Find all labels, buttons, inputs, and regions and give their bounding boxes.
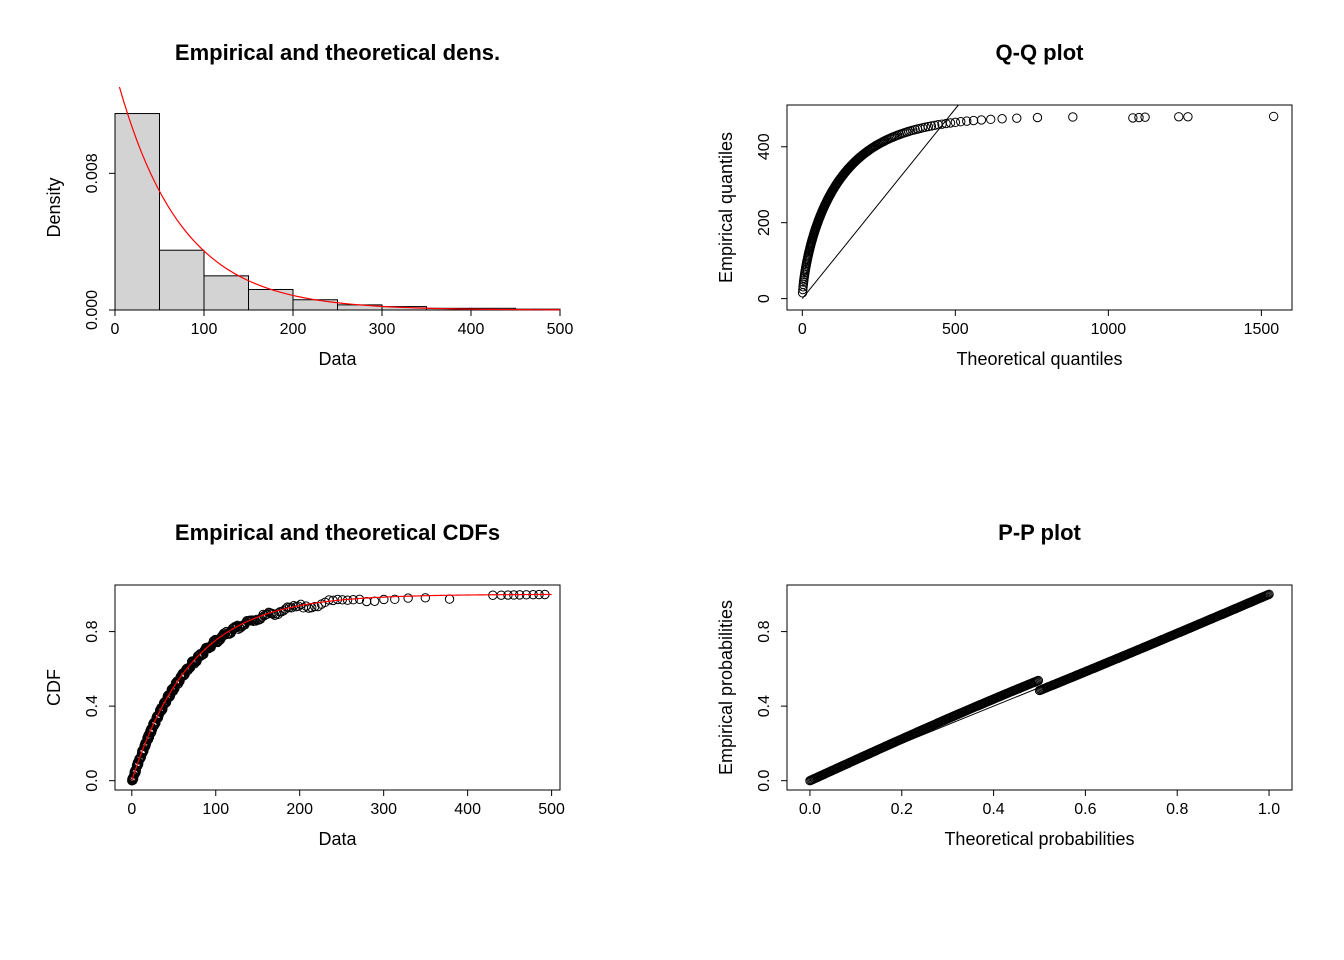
svg-text:0.4: 0.4 <box>756 695 773 717</box>
density-svg: 0 100 200 300 400 500 0.000 0.008 Data Density Emp… <box>0 0 672 480</box>
svg-text:0.4: 0.4 <box>84 695 101 717</box>
pp-panel: 0.0 0.2 0.4 0.6 0.8 1.0 0.0 0.4 0.8 Theoretical p… <box>672 480 1344 960</box>
svg-text:300: 300 <box>370 801 397 818</box>
svg-text:Density: Density <box>44 177 64 237</box>
svg-text:0.6: 0.6 <box>1074 801 1096 818</box>
qq-panel: 0 500 1000 1500 0 200 400 Theoretical quantiles… <box>672 0 1344 480</box>
svg-text:0.2: 0.2 <box>891 801 913 818</box>
qq-svg: 0 500 1000 1500 0 200 400 Theoretical quantiles… <box>672 0 1344 480</box>
svg-text:Data: Data <box>318 349 357 369</box>
svg-text:0.000: 0.000 <box>84 290 101 330</box>
svg-text:0: 0 <box>111 321 120 338</box>
svg-text:200: 200 <box>280 321 307 338</box>
svg-text:0.8: 0.8 <box>84 620 101 642</box>
svg-text:Theoretical quantiles: Theoretical quantiles <box>956 349 1122 369</box>
svg-text:1000: 1000 <box>1091 321 1127 338</box>
svg-text:0: 0 <box>127 801 136 818</box>
pp-svg: 0.0 0.2 0.4 0.6 0.8 1.0 0.0 0.4 0.8 Theoretical p… <box>672 480 1344 960</box>
svg-text:100: 100 <box>202 801 229 818</box>
svg-text:0.4: 0.4 <box>982 801 1004 818</box>
svg-text:1500: 1500 <box>1244 321 1280 338</box>
cdf-svg: 0 100 200 300 400 500 0.0 0.4 0.8 Data CDF Empirica… <box>0 480 672 960</box>
cdf-panel: 0 100 200 300 400 500 0.0 0.4 0.8 Data CDF Empirica… <box>0 480 672 960</box>
svg-text:1.0: 1.0 <box>1258 801 1280 818</box>
svg-text:400: 400 <box>454 801 481 818</box>
svg-text:200: 200 <box>756 209 773 236</box>
svg-text:0: 0 <box>756 294 773 303</box>
svg-text:0.008: 0.008 <box>84 153 101 193</box>
svg-text:Empirical quantiles: Empirical quantiles <box>716 132 736 283</box>
svg-text:200: 200 <box>286 801 313 818</box>
svg-text:400: 400 <box>756 133 773 160</box>
svg-text:500: 500 <box>538 801 565 818</box>
svg-text:Empirical probabilities: Empirical probabilities <box>716 600 736 775</box>
svg-text:0.8: 0.8 <box>1166 801 1188 818</box>
chart-grid: 01002003004005000.0000.008DataDensityEmp… <box>0 0 1344 960</box>
svg-text:0.0: 0.0 <box>799 801 821 818</box>
svg-text:0.0: 0.0 <box>84 769 101 791</box>
svg-text:0.8: 0.8 <box>756 620 773 642</box>
svg-text:Empirical and theoretical dens: Empirical and theoretical dens. <box>175 40 500 65</box>
svg-text:Theoretical probabilities: Theoretical probabilities <box>944 829 1134 849</box>
svg-text:400: 400 <box>458 321 485 338</box>
svg-text:100: 100 <box>191 321 218 338</box>
density-panel: 0 100 200 300 400 500 0.000 0.008 Data Density Emp… <box>0 0 672 480</box>
svg-text:P-P plot: P-P plot <box>998 520 1081 545</box>
svg-text:Q-Q plot: Q-Q plot <box>996 40 1085 65</box>
svg-text:500: 500 <box>942 321 969 338</box>
svg-text:CDF: CDF <box>44 669 64 706</box>
svg-text:Empirical and theoretical CDFs: Empirical and theoretical CDFs <box>175 520 500 545</box>
svg-text:300: 300 <box>369 321 396 338</box>
svg-text:Data: Data <box>318 829 357 849</box>
svg-text:0.0: 0.0 <box>756 769 773 791</box>
svg-text:0: 0 <box>798 321 807 338</box>
svg-text:500: 500 <box>547 321 574 338</box>
